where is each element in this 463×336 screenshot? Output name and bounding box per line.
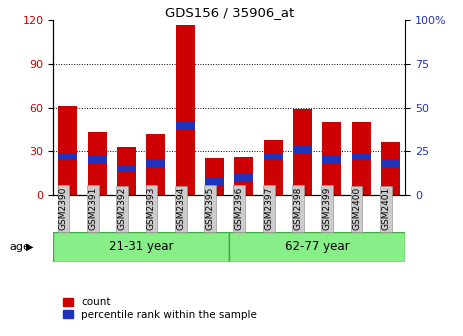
Text: 21-31 year: 21-31 year	[109, 241, 174, 253]
Bar	[322, 156, 341, 164]
Bar	[351, 153, 371, 160]
Bar	[88, 156, 107, 164]
Title: GDS156 / 35906_at: GDS156 / 35906_at	[164, 6, 294, 19]
Bar	[53, 232, 229, 262]
Bar	[205, 177, 224, 184]
Bar	[117, 147, 136, 195]
Text: GSM2392: GSM2392	[118, 187, 126, 230]
Text: GSM2391: GSM2391	[88, 187, 97, 230]
Bar	[293, 109, 312, 195]
Text: GSM2397: GSM2397	[264, 187, 273, 230]
Bar	[205, 159, 224, 195]
Text: GSM2398: GSM2398	[294, 187, 302, 230]
Text: GSM2396: GSM2396	[235, 187, 244, 230]
Bar	[381, 160, 400, 167]
Text: GSM2401: GSM2401	[382, 187, 390, 230]
Bar	[263, 139, 283, 195]
Bar	[146, 134, 165, 195]
Bar	[117, 165, 136, 172]
Bar	[234, 157, 253, 195]
Bar	[229, 232, 405, 262]
Text: age: age	[9, 242, 30, 252]
Bar	[293, 146, 312, 153]
Bar	[175, 25, 195, 195]
Bar	[58, 153, 77, 160]
Bar	[146, 160, 165, 167]
Bar	[58, 106, 77, 195]
Bar	[175, 121, 195, 129]
Bar	[263, 153, 283, 160]
Text: 62-77 year: 62-77 year	[285, 241, 350, 253]
Text: GSM2390: GSM2390	[59, 187, 68, 230]
Text: GSM2393: GSM2393	[147, 187, 156, 230]
Bar	[351, 122, 371, 195]
Bar	[88, 132, 107, 195]
Bar	[322, 122, 341, 195]
Text: GSM2400: GSM2400	[352, 187, 361, 230]
Text: ▶: ▶	[26, 242, 34, 252]
Text: GSM2395: GSM2395	[206, 187, 214, 230]
Text: GSM2399: GSM2399	[323, 187, 332, 230]
Text: GSM2394: GSM2394	[176, 187, 185, 230]
Bar	[234, 174, 253, 181]
Legend: count, percentile rank within the sample: count, percentile rank within the sample	[58, 293, 262, 324]
Bar	[381, 142, 400, 195]
